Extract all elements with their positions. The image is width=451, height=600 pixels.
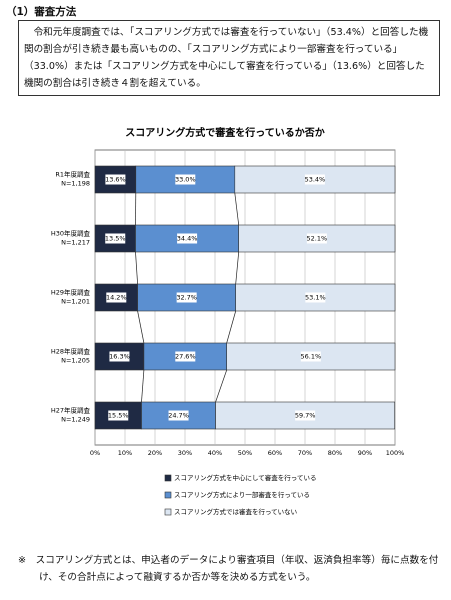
data-label: 32.7% — [176, 294, 197, 302]
chart: スコアリング方式で審査を行っているか否か 0% 10% 20% 30% 40% 50% 60%… — [51, 126, 405, 516]
data-label: 24.7% — [168, 412, 189, 420]
connector — [137, 310, 145, 344]
x-tick-label: 70% — [298, 449, 312, 457]
label-bg — [175, 351, 196, 362]
legend-swatch — [164, 491, 172, 499]
data-label: 56.1% — [301, 353, 322, 361]
data-label: 13.6% — [105, 176, 126, 184]
x-tick-label: 90% — [358, 449, 372, 457]
connector — [234, 192, 240, 226]
x-tick-label: 50% — [238, 449, 252, 457]
connector — [215, 369, 228, 403]
label-bg — [108, 410, 129, 421]
data-label: 53.1% — [305, 294, 326, 302]
category-label: H27年度調査 — [51, 406, 91, 415]
data-label: 14.2% — [106, 294, 127, 302]
connector — [226, 310, 237, 344]
category-label: H28年度調査 — [51, 347, 91, 356]
sample-size: N=1,217 — [61, 239, 90, 247]
legend-label: スコアリング方式では審査を行っていない — [174, 507, 297, 516]
bar-segment — [94, 224, 136, 253]
chart-title: スコアリング方式で審査を行っているか否か — [125, 126, 325, 139]
sample-size: N=1,201 — [61, 298, 90, 306]
label-bg — [306, 233, 327, 244]
x-tick-label: 20% — [148, 449, 162, 457]
x-tick-label: 100% — [386, 449, 405, 457]
label-bg — [300, 351, 321, 362]
section-heading: （1）審査方法 — [6, 6, 77, 18]
legend-label: スコアリング方式により一部審査を行っている — [174, 490, 310, 499]
connector — [141, 369, 145, 403]
category-label: R1年度調査 — [55, 170, 90, 179]
sample-size: N=1,198 — [61, 180, 90, 188]
label-bg — [106, 292, 127, 303]
x-tick-label: 60% — [268, 449, 282, 457]
connector — [235, 251, 240, 285]
legend-label: スコアリング方式を中心にして審査を行っている — [174, 473, 316, 482]
label-bg — [176, 292, 197, 303]
data-label: 53.4% — [305, 176, 326, 184]
data-label: 27.6% — [175, 353, 196, 361]
legend-swatch — [164, 508, 172, 516]
label-bg — [168, 410, 189, 421]
label-bg — [109, 351, 130, 362]
label-bg — [105, 233, 126, 244]
label-bg — [177, 233, 198, 244]
x-tick-label: 40% — [208, 449, 222, 457]
data-label: 52.1% — [307, 235, 328, 243]
x-tick-label: 30% — [178, 449, 192, 457]
label-bg — [105, 174, 126, 185]
label-bg — [175, 174, 196, 185]
data-label: 15.5% — [108, 412, 129, 420]
x-tick-label: 10% — [118, 449, 132, 457]
sample-size: N=1,205 — [61, 357, 90, 365]
data-label: 13.5% — [105, 235, 126, 243]
sample-size: N=1,249 — [61, 416, 90, 424]
data-label: 16.3% — [109, 353, 130, 361]
label-bg — [304, 174, 325, 185]
data-label: 34.4% — [177, 235, 198, 243]
x-tick-label: 80% — [328, 449, 342, 457]
connector — [135, 251, 138, 285]
label-bg — [295, 410, 316, 421]
data-label: 33.0% — [175, 176, 196, 184]
category-label: H29年度調査 — [51, 288, 91, 297]
x-tick-label: 0% — [90, 449, 100, 457]
summary-paragraph: 令和元年度調査では、「スコアリング方式では審査を行っていない」（53.4%）と回… — [18, 20, 440, 96]
data-label: 59.7% — [295, 412, 316, 420]
category-label: H30年度調査 — [51, 229, 91, 238]
label-bg — [305, 292, 326, 303]
legend-swatch — [164, 474, 172, 482]
footnote: ※ スコアリング方式とは、申込者のデータにより審査項目（年収、返済負担率等）毎に… — [18, 555, 439, 583]
